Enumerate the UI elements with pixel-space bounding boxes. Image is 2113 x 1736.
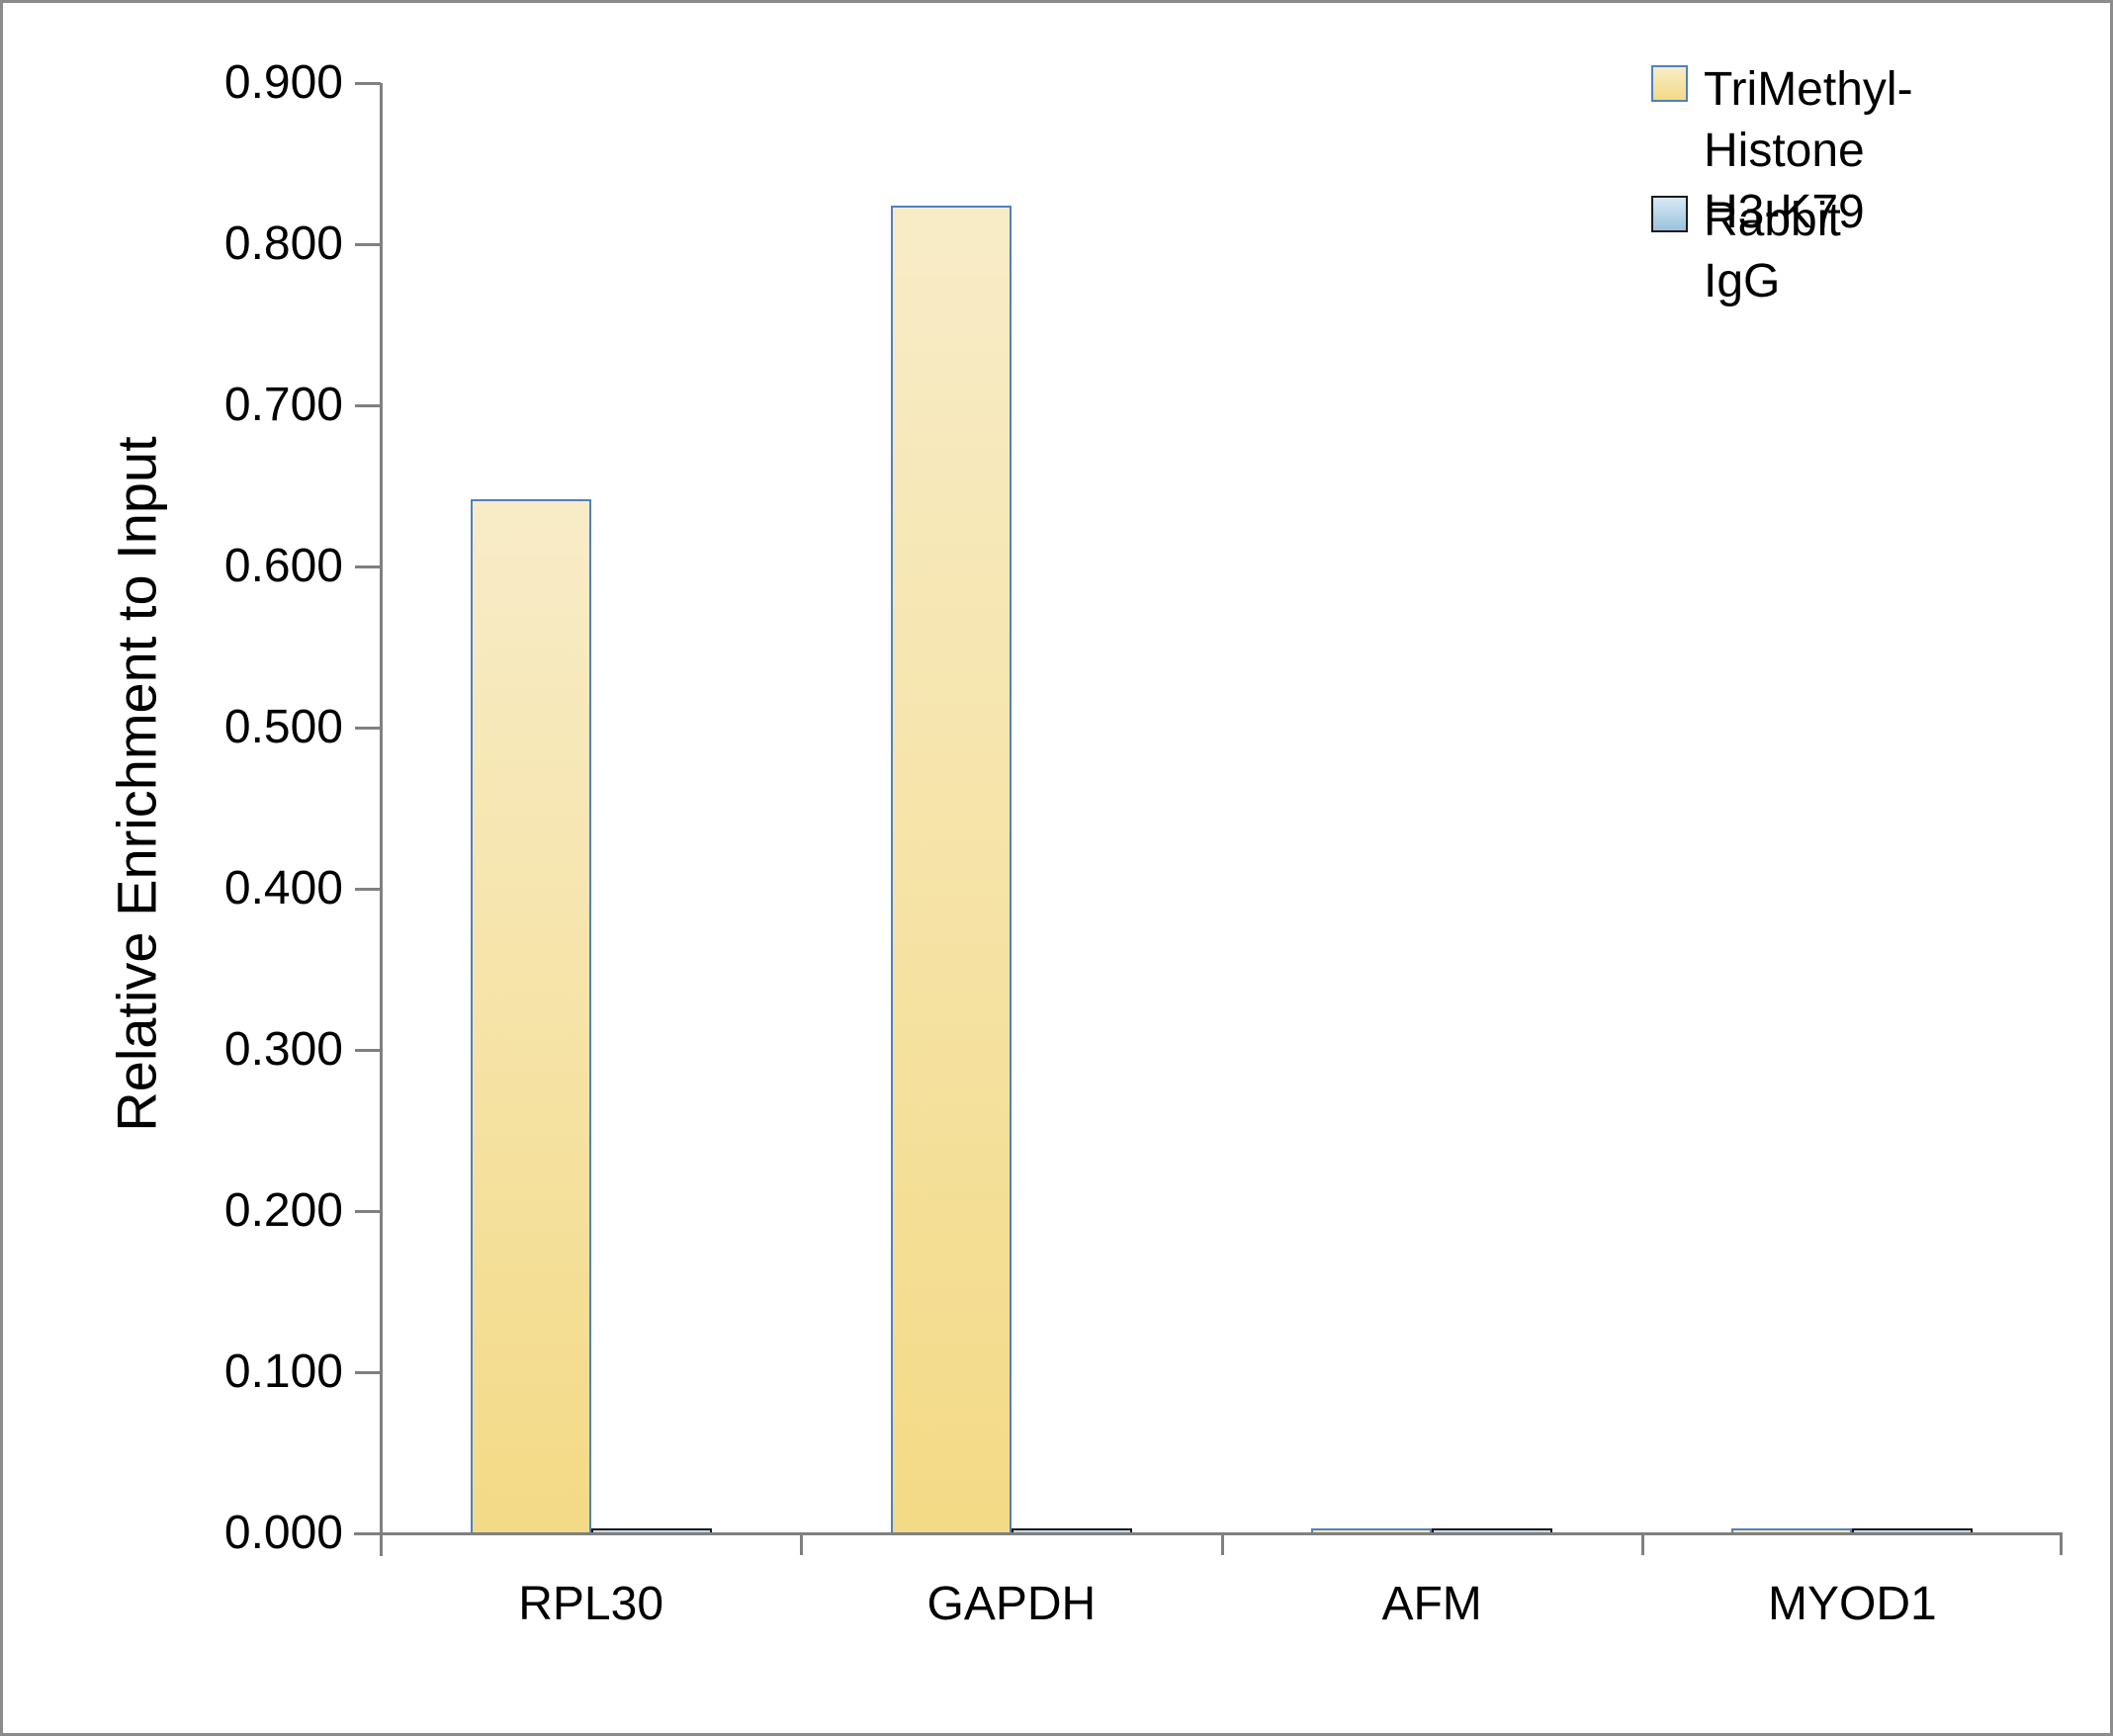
y-tick-label: 0.000 [223, 1507, 343, 1559]
x-category-label-afm: AFM [1381, 1578, 1482, 1630]
y-tick [355, 1210, 381, 1213]
bar-gapdh-series-1 [1011, 1528, 1132, 1533]
y-tick [355, 243, 381, 246]
y-tick [355, 1049, 381, 1052]
x-axis-line [354, 1532, 2063, 1535]
bar-myod1-series-1 [1852, 1528, 1974, 1533]
y-tick-label: 0.400 [223, 862, 343, 914]
y-tick-label: 0.700 [223, 379, 343, 431]
y-tick-label: 0.900 [223, 56, 343, 109]
y-tick [355, 565, 381, 568]
x-tick [2060, 1533, 2063, 1555]
y-tick-label: 0.200 [223, 1184, 343, 1237]
y-tick [355, 888, 381, 891]
legend-item-rabbit-igg: Rabbit IgG [1651, 190, 1841, 312]
y-axis-title: Relative Enrichment to Input [105, 436, 168, 1132]
bar-rpl30-series-1 [590, 1528, 712, 1533]
y-tick-label: 0.800 [223, 217, 343, 270]
y-tick-label: 0.100 [223, 1345, 343, 1398]
y-tick [355, 404, 381, 407]
x-tick [1641, 1533, 1644, 1555]
bar-afm-series-0 [1311, 1528, 1433, 1533]
legend-item-trimethyl-histone-h3-k79: TriMethyl-Histone H3-K79 [1651, 59, 1913, 243]
legend-swatch-rabbit-igg [1651, 196, 1688, 232]
y-axis-line [380, 83, 383, 1556]
y-tick-label: 0.300 [223, 1023, 343, 1076]
x-tick [380, 1533, 383, 1555]
y-tick [355, 1371, 381, 1374]
y-tick-label: 0.500 [223, 701, 343, 753]
x-tick [1221, 1533, 1224, 1555]
x-tick [800, 1533, 803, 1555]
y-tick [355, 727, 381, 730]
legend-label: TriMethyl-Histone H3-K79 [1704, 63, 1913, 238]
bar-afm-series-1 [1432, 1528, 1553, 1533]
x-category-label-myod1: MYOD1 [1768, 1578, 1937, 1630]
bar-gapdh-series-0 [890, 206, 1012, 1533]
y-tick-label: 0.600 [223, 540, 343, 592]
x-category-label-rpl30: RPL30 [518, 1578, 664, 1630]
x-category-label-gapdh: GAPDH [926, 1578, 1097, 1630]
legend-label: Rabbit IgG [1704, 194, 1841, 307]
bar-rpl30-series-0 [470, 499, 591, 1533]
legend-swatch-trimethyl [1651, 65, 1688, 102]
y-tick [355, 82, 381, 85]
bar-myod1-series-0 [1731, 1528, 1853, 1533]
